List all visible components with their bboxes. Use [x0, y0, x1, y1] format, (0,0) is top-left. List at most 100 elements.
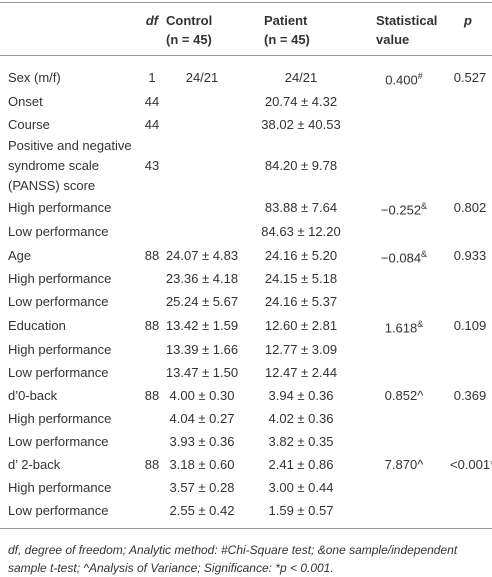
cell-text: High performance: [8, 200, 112, 216]
table-cell: 13.39 ± 1.66: [162, 338, 242, 361]
cell-text: Low performance: [8, 502, 109, 518]
table-cell: 3.94 ± 0.36: [242, 384, 360, 407]
table-row: High performance 3.57 ± 0.28 3.00 ± 0.44: [0, 476, 492, 499]
table-cell: 0.527: [448, 56, 492, 91]
cell-text: Low performance: [8, 294, 109, 310]
table-row: High performance 83.88 ± 7.64 −0.252& 0.802: [0, 196, 492, 220]
table-cell: d’0-back: [0, 384, 142, 407]
table-cell: [360, 361, 448, 384]
table-cell: 84.63 ± 12.20: [242, 221, 360, 244]
cell-text: Positive and negative syndrome scale (PA…: [8, 138, 132, 194]
table-row: High performance 23.36 ± 4.18 24.15 ± 5.18: [0, 268, 492, 291]
table-cell: −0.252&: [360, 196, 448, 220]
table-cell: [162, 113, 242, 136]
table-cell: [360, 268, 448, 291]
cell-text: 88: [144, 387, 160, 403]
table-cell: 0.369: [448, 384, 492, 407]
table-cell: [360, 90, 448, 113]
table-cell: High performance: [0, 407, 142, 430]
table-cell: 4.00 ± 0.30: [162, 384, 242, 407]
table-cell: [142, 338, 162, 361]
table-cell: 38.02 ± 40.53: [242, 113, 360, 136]
cell-text: Low performance: [8, 364, 109, 380]
cell-text: −0.252: [380, 202, 422, 218]
cell-text: 3.93 ± 0.36: [169, 433, 235, 449]
table-cell: High performance: [0, 268, 142, 291]
table-cell: −0.084&: [360, 244, 448, 268]
table-row: High performance 4.04 ± 0.27 4.02 ± 0.36: [0, 407, 492, 430]
cell-text: 3.94 ± 0.36: [268, 387, 334, 403]
cell-text: 0.802: [453, 200, 487, 216]
table-cell: 3.00 ± 0.44: [242, 476, 360, 499]
table-cell: 4.02 ± 0.36: [242, 407, 360, 430]
table-cell: 12.47 ± 2.44: [242, 361, 360, 384]
cell-text: 44: [144, 93, 160, 109]
table-cell: [360, 338, 448, 361]
table-cell: Positive and negative syndrome scale (PA…: [0, 136, 142, 196]
table-cell: 12.77 ± 3.09: [242, 338, 360, 361]
table-cell: [448, 90, 492, 113]
cell-text: 24/21: [284, 70, 318, 86]
table-cell: [162, 196, 242, 220]
table-cell: 20.74 ± 4.32: [242, 90, 360, 113]
cell-text: 12.77 ± 3.09: [264, 341, 338, 357]
table-cell: Sex (m/f): [0, 56, 142, 91]
table-cell: [360, 499, 448, 529]
cell-text: 4.02 ± 0.36: [268, 410, 334, 426]
cell-text: 13.42 ± 1.59: [165, 318, 239, 334]
header-cell: Patient (n = 45): [242, 3, 360, 56]
cell-text: 13.47 ± 1.50: [165, 364, 239, 380]
table-cell: [360, 113, 448, 136]
table-cell: [142, 476, 162, 499]
cell-text: Low performance: [8, 224, 109, 240]
table-cell: High performance: [0, 476, 142, 499]
cell-text: 7.870^: [384, 456, 424, 472]
table-cell: 0.400#: [360, 56, 448, 91]
cell-text: 84.20 ± 9.78: [264, 158, 338, 174]
table-cell: [142, 499, 162, 529]
table-cell: 24.07 ± 4.83: [162, 244, 242, 268]
table-cell: [162, 90, 242, 113]
table-cell: 43: [142, 136, 162, 196]
table-cell: 1: [142, 56, 162, 91]
table-cell: 3.57 ± 0.28: [162, 476, 242, 499]
cell-text: d’ 2-back: [8, 456, 61, 472]
table-cell: Course: [0, 113, 142, 136]
table-cell: 12.60 ± 2.81: [242, 314, 360, 338]
table-cell: [360, 291, 448, 314]
table-cell: [448, 499, 492, 529]
table-cell: 0.802: [448, 196, 492, 220]
cell-text: 4.04 ± 0.27: [169, 410, 235, 426]
table-cell: 24.15 ± 5.18: [242, 268, 360, 291]
superscript: &: [421, 248, 428, 259]
cell-text: 0.400: [385, 72, 418, 88]
data-table: df Control (n = 45) Patient (n = 45) Stati…: [0, 2, 492, 529]
table-row: Course 44 38.02 ± 40.53: [0, 113, 492, 136]
table-row: Education 88 13.42 ± 1.59 12.60 ± 2.81 1.618…: [0, 314, 492, 338]
cell-text: 38.02 ± 40.53: [261, 116, 341, 132]
table-cell: [142, 291, 162, 314]
table-cell: [360, 221, 448, 244]
cell-text: 13.39 ± 1.66: [165, 341, 239, 357]
table-cell: 13.47 ± 1.50: [162, 361, 242, 384]
table-cell: [448, 268, 492, 291]
table-cell: [142, 361, 162, 384]
table-header: df Control (n = 45) Patient (n = 45) Stati…: [0, 2, 492, 56]
table-cell: Low performance: [0, 499, 142, 529]
table-row: Low performance 84.63 ± 12.20: [0, 221, 492, 244]
table-cell: 24/21: [242, 56, 360, 91]
cell-text: 3.00 ± 0.44: [268, 479, 334, 495]
table-row: d’ 2-back 88 3.18 ± 0.60 2.41 ± 0.86 7.870^ <…: [0, 453, 492, 476]
cell-text: 1.618: [384, 320, 418, 336]
header-text: (n = 45): [166, 32, 212, 47]
table-cell: 3.18 ± 0.60: [162, 453, 242, 476]
table-cell: [448, 407, 492, 430]
table-cell: [162, 136, 242, 196]
table-cell: 24.16 ± 5.37: [242, 291, 360, 314]
table-cell: Age: [0, 244, 142, 268]
table-cell: 1.618&: [360, 314, 448, 338]
header-text: (n = 45): [264, 32, 310, 47]
table-row: Low performance 13.47 ± 1.50 12.47 ± 2.44: [0, 361, 492, 384]
table-row: Positive and negative syndrome scale (PA…: [0, 136, 492, 196]
